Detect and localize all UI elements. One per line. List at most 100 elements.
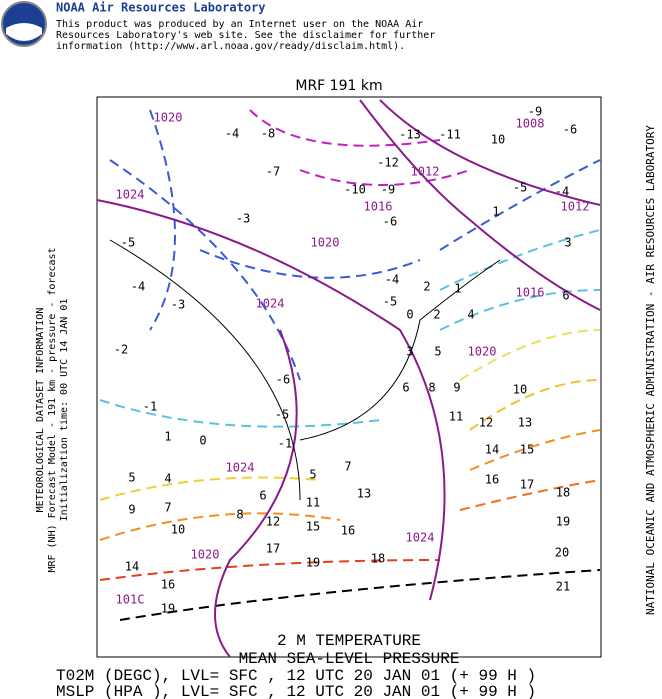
contour	[109, 159, 301, 381]
contour	[469, 379, 601, 431]
contour	[439, 289, 601, 331]
isobar-label: 1016	[364, 200, 393, 214]
temperature-label: 14	[485, 443, 499, 457]
isobar-label: 1020	[468, 345, 497, 359]
isobar-label: 1024	[256, 297, 285, 311]
temperature-label: -9	[528, 105, 542, 119]
temperature-label: 13	[518, 416, 532, 430]
temperature-label: -6	[276, 373, 290, 387]
temperature-label: -5	[513, 181, 527, 195]
temperature-label: 7	[164, 501, 171, 515]
temperature-label: -5	[383, 295, 397, 309]
temperature-label: 0	[406, 308, 413, 322]
temperature-label: 19	[306, 556, 320, 570]
temperature-label: 12	[266, 515, 280, 529]
coastline	[299, 259, 501, 441]
temperature-label: 9	[128, 503, 135, 517]
temperature-label: -11	[439, 128, 461, 142]
temperature-label: 4	[467, 308, 474, 322]
contour	[199, 249, 421, 279]
contour	[439, 159, 601, 251]
temperature-label: 0	[199, 434, 206, 448]
temperature-label: 18	[556, 486, 570, 500]
temperature-label: -10	[344, 183, 366, 197]
disclaimer: This product was produced by an Internet…	[56, 19, 423, 30]
contour	[469, 429, 601, 471]
temperature-label: 7	[344, 460, 351, 474]
temperature-label: -3	[236, 212, 250, 226]
disclaimer: information (http://www.arl.noaa.gov/rea…	[56, 41, 405, 52]
contour	[99, 476, 321, 501]
map-title: MRF 191 km	[295, 78, 382, 94]
footer-line: MEAN SEA-LEVEL PRESSURE	[239, 650, 460, 668]
footer-line: 2 M TEMPERATURE	[277, 632, 421, 650]
temperature-label: -4	[131, 280, 145, 294]
temperature-label: -1	[278, 437, 292, 451]
contour	[99, 399, 381, 428]
temperature-label: 13	[357, 487, 371, 501]
temperature-label: 10	[513, 383, 527, 397]
isobar-label: 1016	[516, 286, 545, 300]
map-area	[96, 96, 602, 658]
temperature-label: 15	[520, 443, 534, 457]
isobar-label: 1008	[516, 117, 545, 131]
temperature-label: 18	[371, 552, 385, 566]
isobar-label: 1020	[154, 111, 183, 125]
temperature-label: 5	[128, 471, 135, 485]
isobar	[214, 329, 298, 658]
header-title: NOAA Air Resources Laboratory	[56, 1, 266, 15]
contour	[119, 569, 601, 621]
isobar	[96, 199, 446, 601]
temperature-label: 3	[406, 345, 413, 359]
temperature-label: 19	[161, 602, 175, 616]
isobar-label: 1012	[561, 200, 590, 214]
temperature-label: -6	[383, 215, 397, 229]
temperature-label: -5	[121, 236, 135, 250]
temperature-label: 10	[491, 133, 505, 147]
temperature-label: 14	[125, 560, 139, 574]
isobar-label: 1020	[311, 236, 340, 250]
temperature-label: 16	[341, 524, 355, 538]
temperature-label: -4	[385, 273, 399, 287]
temperature-label: -5	[275, 408, 289, 422]
temperature-label: -2	[114, 343, 128, 357]
credit: NATIONAL OCEANIC AND ATMOSPHERIC ADMINIS…	[644, 125, 657, 615]
temperature-label: 19	[556, 515, 570, 529]
dataset-info: Initialization time: 00 UTC 14 JAN 01	[59, 299, 70, 522]
contour	[459, 329, 601, 381]
temperature-label: 21	[556, 580, 570, 594]
temperature-label: 5	[309, 468, 316, 482]
footer-line: T02M (DEGC), LVL= SFC , 12 UTC 20 JAN 01…	[56, 667, 536, 685]
isobar-label: 1024	[406, 531, 435, 545]
temperature-label: 9	[453, 381, 460, 395]
temperature-label: -4	[555, 185, 569, 199]
isobar-label: 1024	[116, 188, 145, 202]
coastline	[109, 239, 301, 501]
temperature-label: -12	[377, 156, 399, 170]
isobar	[359, 99, 601, 311]
temperature-label: 10	[171, 523, 185, 537]
contour	[439, 229, 601, 291]
temperature-label: 8	[236, 508, 243, 522]
temperature-label: 2	[423, 280, 430, 294]
temperature-label: 6	[402, 381, 409, 395]
temperature-label: -9	[381, 183, 395, 197]
temperature-label: 2	[433, 308, 440, 322]
temperature-label: 16	[485, 473, 499, 487]
temperature-label: -1	[143, 400, 157, 414]
temperature-label: 17	[520, 478, 534, 492]
contour	[149, 109, 176, 331]
temperature-label: -13	[399, 128, 421, 142]
temperature-label: 4	[164, 472, 171, 486]
footer-line: MSLP (HPA ), LVL= SFC , 12 UTC 20 JAN 01…	[56, 683, 536, 699]
contour	[299, 169, 471, 186]
temperature-label: 8	[428, 381, 435, 395]
isobar-label: 1024	[226, 461, 255, 475]
dataset-info: MRF (NH) Forecast Model - 191 km - press…	[47, 247, 58, 572]
dataset-info: METEOROLOGICAL DATASET INFORMATION	[35, 308, 46, 513]
map-frame	[96, 96, 602, 658]
temperature-label: 17	[266, 542, 280, 556]
temperature-label: -6	[563, 123, 577, 137]
temperature-label: -4	[225, 127, 239, 141]
